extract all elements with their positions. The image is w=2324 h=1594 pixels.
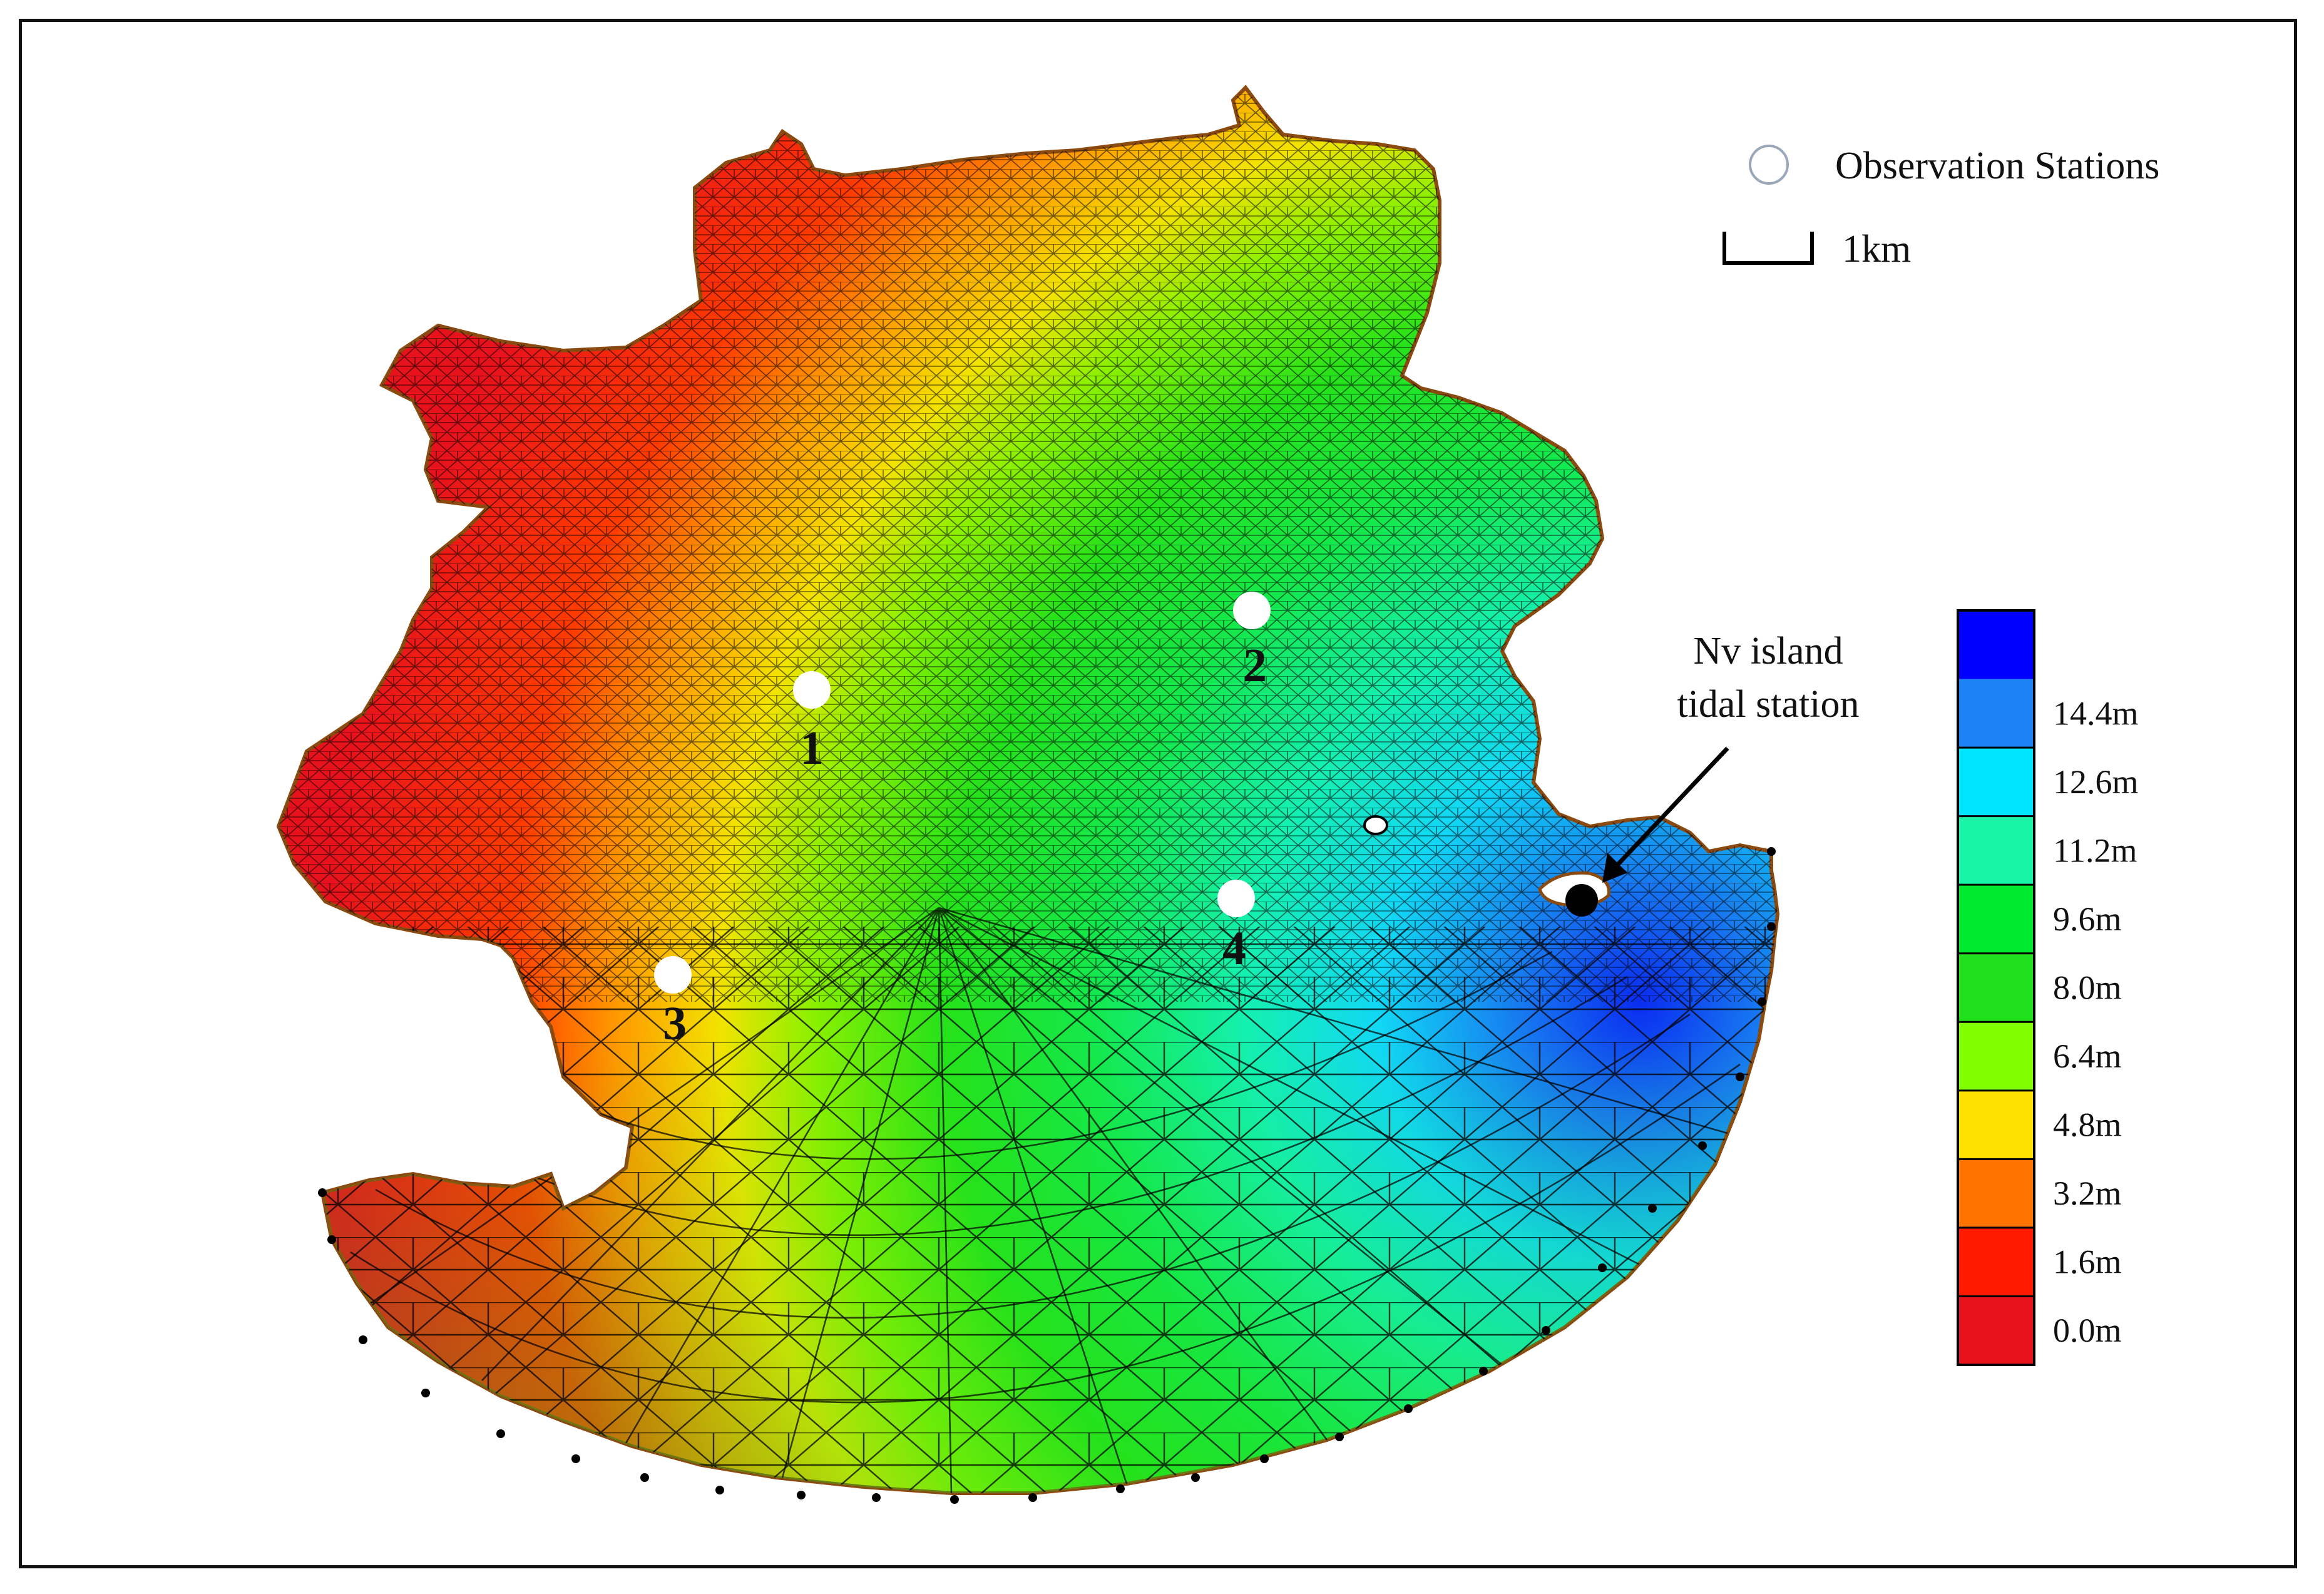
colorbar-swatch: [1958, 679, 2034, 748]
colorbar-ticks: 0.0m 1.6m 3.2m 4.8m 6.4m 8.0m 9.6m 11.2m 12.6m 14…: [1958, 694, 2139, 1366]
station-label: 2: [1243, 639, 1267, 692]
station-3: 3: [654, 956, 692, 1050]
station-2: 2: [1233, 592, 1271, 692]
triangular-mesh: [279, 88, 1778, 1493]
colorbar-label: 0.0m: [2053, 1312, 2122, 1349]
colorbar-swatch: [1958, 1022, 2034, 1091]
legend: Observation Stations 1km: [1723, 145, 2159, 270]
station-4: 4: [1217, 880, 1255, 975]
colorbar-swatch: [1958, 610, 2034, 679]
model-domain: [276, 85, 1780, 1504]
station-label: 1: [800, 722, 824, 774]
boundary-nodes: [318, 847, 1776, 1504]
colorbar-label: 12.6m: [2053, 763, 2139, 801]
colorbar-swatch: [1958, 816, 2034, 885]
tidal-station: Nv island tidal station: [1565, 630, 1860, 917]
colorbar-swatch: [1958, 748, 2034, 816]
station-marker: [793, 671, 831, 709]
observation-stations: 1 2 3 4: [654, 592, 1271, 1050]
legend-station-icon: [1749, 145, 1789, 185]
colorbar-label: 14.4m: [2053, 694, 2139, 732]
colorbar: 0.0m 1.6m 3.2m 4.8m 6.4m 8.0m 9.6m 11.2m 12.6m 14…: [1957, 609, 2139, 1366]
colorbar-swatch: [1958, 885, 2034, 954]
islet: [1363, 815, 1388, 835]
station-marker: [1233, 592, 1271, 629]
scale-bar-label: 1km: [1842, 228, 1911, 270]
colorbar-label: 11.2m: [2053, 831, 2137, 869]
colorbar-swatch: [1958, 1159, 2034, 1228]
colorbar-label: 8.0m: [2053, 969, 2122, 1007]
station-label: 3: [663, 997, 687, 1050]
station-1: 1: [793, 671, 831, 774]
tidal-station-marker: [1565, 884, 1598, 917]
annotation-line-1: Nv island: [1693, 630, 1843, 672]
annotation-arrow: [1612, 746, 1729, 871]
colorbar-swatch: [1958, 1090, 2034, 1160]
colorbar-label: 6.4m: [2053, 1037, 2122, 1075]
station-marker: [654, 956, 692, 994]
annotation-line-2: tidal station: [1677, 683, 1859, 726]
legend-station-label: Observation Stations: [1835, 145, 2159, 187]
colorbar-label: 9.6m: [2053, 900, 2122, 938]
scale-bar: [1723, 232, 1814, 265]
colorbar-label: 4.8m: [2053, 1106, 2122, 1144]
colorbar-swatches: [1958, 610, 2034, 1365]
station-label: 4: [1222, 922, 1246, 975]
arrow-head: [1602, 853, 1627, 883]
colorbar-label: 3.2m: [2053, 1175, 2122, 1212]
colorbar-swatch: [1958, 1296, 2034, 1365]
station-marker: [1217, 880, 1255, 917]
colorbar-swatch: [1958, 1227, 2034, 1297]
figure-frame: [19, 19, 2297, 1568]
colorbar-swatch: [1958, 953, 2034, 1022]
colorbar-label: 1.6m: [2053, 1243, 2122, 1281]
